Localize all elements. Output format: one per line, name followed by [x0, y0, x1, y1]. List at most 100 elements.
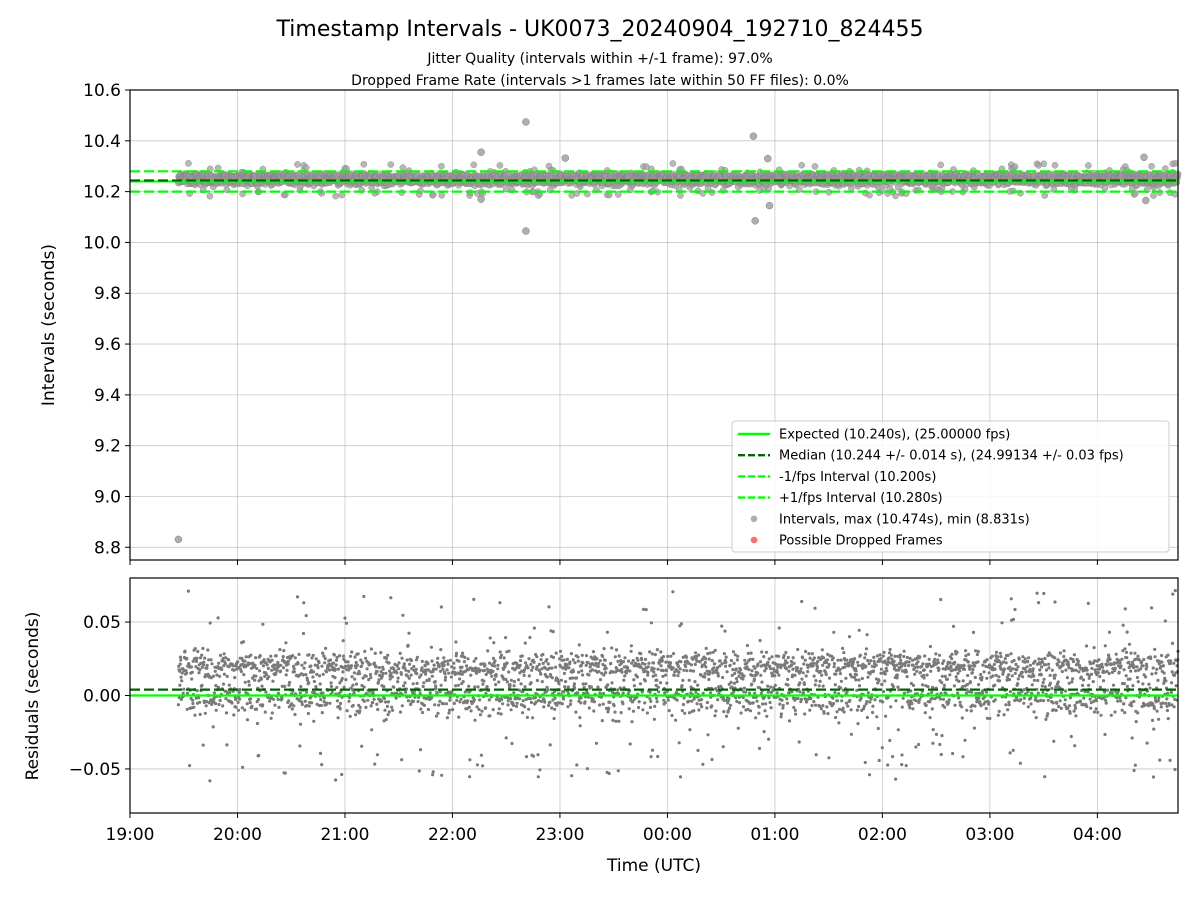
residual-point [362, 685, 366, 689]
residual-point [557, 682, 561, 686]
intervals-panel: 8.89.09.29.49.69.810.010.210.410.6 Inter… [39, 81, 1182, 565]
residual-point [276, 697, 280, 702]
residual-point [587, 706, 591, 710]
residual-point [396, 680, 400, 684]
residual-point [244, 655, 248, 659]
legend-label: Possible Dropped Frames [779, 534, 943, 549]
residual-point [597, 661, 601, 666]
residual-point [504, 736, 508, 740]
residual-point [420, 659, 424, 664]
residual-point [278, 648, 282, 652]
interval-point [669, 160, 677, 167]
residual-point [180, 679, 184, 683]
residual-point [195, 689, 199, 693]
residual-point [188, 764, 192, 768]
residual-point [331, 661, 336, 665]
interval-outlier-point [764, 154, 772, 163]
residual-point [576, 655, 580, 659]
residual-point [404, 690, 408, 694]
chart-subtitle-jitter: Jitter Quality (intervals within +/-1 fr… [426, 51, 772, 67]
interval-outlier-point [1140, 153, 1148, 162]
residual-point [436, 711, 440, 715]
residual-point [565, 657, 570, 662]
residual-point [362, 594, 366, 599]
residual-point [545, 658, 549, 662]
residual-point [415, 655, 419, 659]
residual-point [277, 705, 281, 710]
residual-point [439, 605, 443, 609]
residual-point [578, 716, 582, 720]
residual-point [178, 655, 183, 659]
residual-point [519, 682, 523, 686]
residual-point [241, 765, 245, 769]
residual-point [245, 702, 249, 706]
residual-point [368, 672, 373, 677]
residual-point [481, 764, 485, 768]
residual-point [584, 682, 588, 686]
residual-point [562, 671, 567, 676]
residual-point [341, 654, 346, 658]
residual-point [576, 691, 580, 695]
residual-point [481, 682, 485, 686]
residual-point [291, 654, 295, 658]
residual-point [504, 636, 508, 640]
residual-point [424, 672, 428, 676]
residual-point [258, 654, 262, 658]
residual-point [422, 703, 426, 708]
residual-point [190, 670, 194, 674]
residual-point [451, 708, 455, 712]
residual-point [472, 698, 476, 702]
residual-point [285, 668, 289, 672]
residual-point [304, 673, 308, 677]
residual-point [321, 651, 325, 655]
residual-point [646, 673, 650, 677]
residual-point [480, 709, 484, 713]
residual-point [302, 666, 306, 670]
residual-point [418, 748, 423, 752]
residual-point [444, 675, 448, 679]
residual-point [193, 713, 197, 717]
interval-point [605, 191, 613, 199]
residual-point [233, 676, 237, 680]
residual-point [322, 696, 326, 700]
residual-point [569, 652, 574, 656]
residual-point [254, 674, 258, 678]
residual-point [412, 664, 416, 669]
residual-point [211, 725, 215, 729]
residual-point [528, 635, 532, 640]
residual-point [286, 659, 290, 663]
residual-point [471, 667, 475, 671]
residual-point [442, 663, 446, 668]
legend-label: Expected (10.240s), (25.00000 fps) [779, 428, 1010, 443]
residual-point [578, 724, 582, 728]
residual-point [365, 667, 369, 671]
residual-point [452, 661, 456, 665]
residual-point [397, 661, 401, 665]
residual-point [651, 748, 655, 752]
residual-point [225, 743, 229, 747]
residual-point [362, 699, 366, 703]
residual-point [610, 681, 614, 685]
residual-point [197, 696, 201, 700]
residual-point [478, 668, 482, 672]
residual-point [340, 676, 344, 681]
residual-point [445, 668, 449, 672]
residual-point [574, 676, 579, 680]
residual-point [601, 702, 605, 706]
residual-point [514, 704, 519, 709]
residual-point [655, 678, 659, 682]
residual-point [550, 666, 554, 670]
residual-point [627, 659, 631, 663]
residual-point [598, 703, 602, 707]
residual-point [439, 648, 443, 652]
residual-point [330, 690, 334, 694]
legend-label: Median (10.244 +/- 0.014 s), (24.99134 +… [779, 449, 1124, 464]
residual-point [509, 708, 513, 712]
residual-point [521, 711, 525, 715]
residual-point [447, 711, 451, 715]
interval-outlier-point [749, 132, 758, 140]
residual-point [603, 658, 607, 662]
residual-point [302, 601, 306, 605]
residual-point [641, 708, 645, 712]
residual-point [206, 648, 210, 652]
